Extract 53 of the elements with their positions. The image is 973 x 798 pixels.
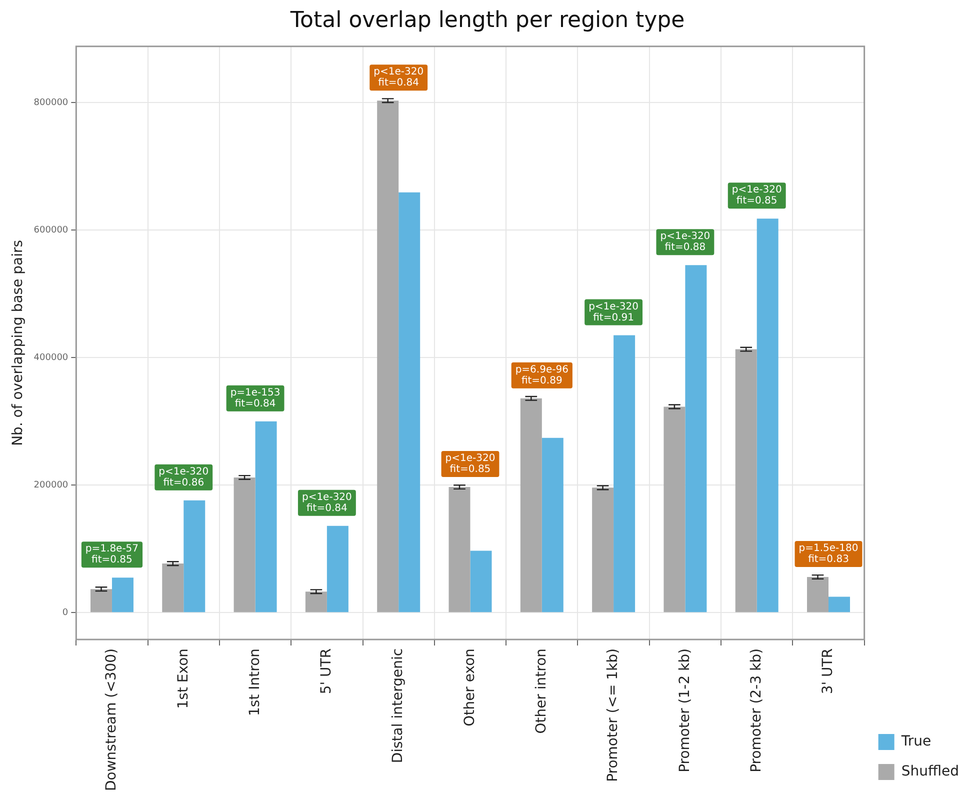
bar <box>828 596 850 612</box>
legend-label: Shuffled <box>901 764 960 780</box>
bar <box>448 487 470 612</box>
bar <box>184 500 206 612</box>
x-tick-label: 3' UTR <box>820 648 836 694</box>
y-tick-label: 200000 <box>34 480 68 490</box>
y-tick-label: 0 <box>62 608 68 618</box>
x-tick-label: Promoter (1-2 kb) <box>676 648 693 772</box>
bar <box>398 192 420 612</box>
annotation: p<1e-320 fit=0.85 <box>732 184 782 207</box>
bar <box>735 349 757 612</box>
annotation: p=1.8e-57 fit=0.85 <box>85 544 139 566</box>
annotation: p<1e-320 fit=0.84 <box>374 66 424 89</box>
bar <box>592 488 614 612</box>
bar <box>756 218 778 612</box>
annotation: p<1e-320 fit=0.85 <box>445 453 496 476</box>
chart-title: Total overlap length per region type <box>289 8 685 33</box>
bar <box>326 526 348 612</box>
x-tick-label: Other exon <box>462 648 478 726</box>
y-tick-label: 400000 <box>34 352 68 363</box>
bar <box>305 592 327 612</box>
x-tick-label: Promoter (2-3 kb) <box>748 648 764 772</box>
x-tick-label: 1st Intron <box>246 648 263 716</box>
y-axis-title: Nb. of overlapping base pairs <box>10 240 26 446</box>
x-tick-label: Other intron <box>534 648 550 734</box>
bar <box>664 406 686 612</box>
bar <box>234 477 256 612</box>
x-tick-label: Downstream (<300) <box>104 648 120 792</box>
bar <box>807 576 829 612</box>
annotation: p<1e-320 fit=0.91 <box>588 301 639 324</box>
bar <box>255 421 277 612</box>
annotation: p<1e-320 fit=0.84 <box>302 492 352 514</box>
x-tick-label: 1st Exon <box>175 648 192 709</box>
bar <box>112 578 134 612</box>
annotation: p<1e-320 fit=0.88 <box>660 231 710 254</box>
bar <box>162 564 184 612</box>
bar <box>470 550 492 612</box>
bar <box>520 398 542 612</box>
x-tick-label: Distal intergenic <box>390 648 406 764</box>
x-tick-label: 5' UTR <box>318 648 335 694</box>
annotation: p=1.5e-180 fit=0.83 <box>798 543 858 566</box>
bar <box>542 438 564 612</box>
bar <box>377 100 399 612</box>
bar <box>685 265 707 612</box>
annotation: p<1e-320 fit=0.86 <box>158 466 209 489</box>
y-tick-label: 800000 <box>34 98 68 108</box>
bar <box>614 335 636 612</box>
legend-label: True <box>900 734 932 750</box>
annotation: p=1e-153 fit=0.84 <box>230 387 280 410</box>
y-tick-label: 600000 <box>34 225 68 236</box>
x-tick-label: Promoter (<= 1kb) <box>605 648 622 782</box>
bar <box>90 589 112 612</box>
annotation: p=6.9e-96 fit=0.89 <box>515 364 568 386</box>
